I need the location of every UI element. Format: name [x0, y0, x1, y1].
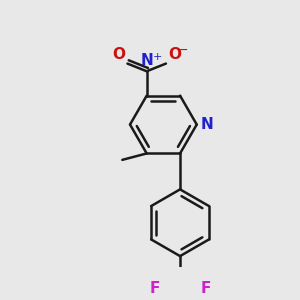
Text: N: N — [140, 53, 153, 68]
Text: F: F — [201, 281, 211, 296]
Text: O: O — [169, 47, 182, 62]
Text: N: N — [201, 117, 213, 132]
Text: F: F — [149, 281, 160, 296]
Text: +: + — [153, 52, 163, 62]
Text: O: O — [112, 47, 125, 62]
Text: −: − — [178, 44, 189, 57]
